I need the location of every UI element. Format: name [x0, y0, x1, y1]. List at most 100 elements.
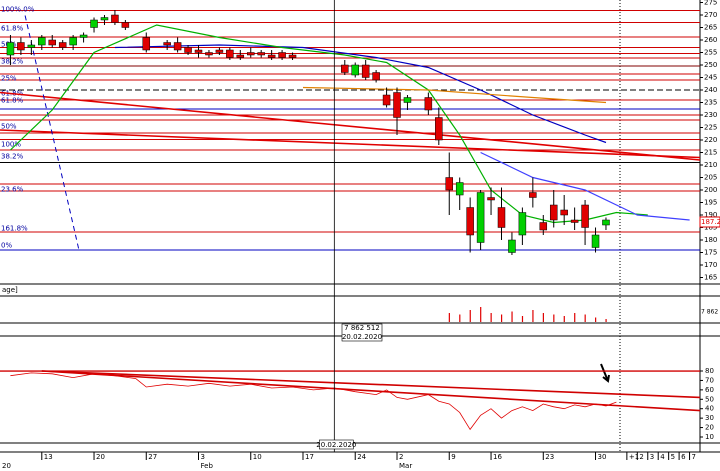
y-tick-label: 230 — [704, 111, 717, 119]
candle-body — [111, 14, 119, 23]
candle-body — [403, 97, 412, 103]
fib-label: 100% — [1, 141, 21, 149]
y-tick-label: 260 — [704, 36, 717, 44]
volume-bar — [553, 314, 555, 322]
x-tick-label: 24 — [357, 453, 366, 461]
candle-body — [476, 192, 485, 243]
fib-label: 61.8% — [1, 25, 24, 33]
x-tick-label: 6 — [681, 453, 686, 461]
candle-body — [361, 64, 370, 78]
crosshair-date-box — [319, 439, 354, 450]
fib-label: 0% — [1, 242, 12, 250]
candle-body — [17, 42, 25, 51]
moving-average — [302, 86, 607, 104]
candle-body — [236, 54, 245, 58]
candle-body — [570, 219, 579, 223]
moving-average — [9, 24, 648, 224]
moving-average — [114, 44, 607, 144]
y-tick-label: 180 — [704, 236, 717, 244]
candle-body — [497, 207, 506, 228]
month-label: Feb — [201, 462, 214, 470]
candle-body — [518, 212, 527, 236]
candle-body — [435, 117, 443, 141]
arrow — [600, 363, 610, 383]
candle-body — [194, 49, 203, 53]
candle-body — [215, 49, 224, 53]
y-tick-label: 200 — [704, 186, 717, 194]
y-tick-label: 170 — [704, 261, 717, 269]
candle-body — [184, 47, 192, 53]
candle-body — [257, 52, 265, 56]
fib-label: 100%.0% — [1, 6, 35, 14]
x-tick-label: 30 — [598, 453, 607, 461]
candle-body — [79, 34, 88, 38]
trendline — [0, 91, 701, 161]
indicator-trendline — [41, 370, 701, 412]
volume-bar — [542, 313, 544, 322]
y-tick-label: 235 — [704, 99, 717, 107]
fib-label: 25% — [1, 75, 17, 83]
indicator-tick-label: 10 — [705, 433, 714, 441]
candle-body — [6, 42, 15, 56]
y-tick-label: 205 — [704, 174, 717, 182]
candle-body — [288, 54, 297, 58]
y-tick-label: 220 — [704, 136, 717, 144]
volume-bar — [500, 314, 503, 322]
volume-bar — [469, 310, 471, 322]
candle-body — [142, 37, 151, 51]
indicator-trendline — [41, 370, 701, 399]
y-tick-label: 255 — [704, 49, 717, 57]
y-tick-label: 225 — [704, 124, 717, 132]
candle-body — [591, 234, 600, 248]
moving-average — [480, 151, 690, 221]
candle-body — [549, 204, 558, 221]
indicator-tick-label: 60 — [705, 386, 714, 394]
candle-body — [205, 52, 213, 56]
volume-bar — [511, 311, 513, 322]
x-tick-label: 4 — [660, 453, 665, 461]
crosshair-box — [341, 323, 383, 342]
y-tick-label: 175 — [704, 249, 717, 257]
candle-body — [69, 37, 77, 46]
candle-body — [529, 192, 537, 198]
volume-bar — [563, 316, 565, 322]
volume-bar — [532, 310, 534, 322]
indicator-tick-label: 70 — [705, 376, 714, 384]
crosshair-axis-date: 20.02.2020 — [316, 441, 356, 449]
candle-body — [602, 219, 610, 226]
candle-body — [226, 49, 234, 58]
fib-label: 23.6% — [1, 186, 24, 194]
y-tick-label: 210 — [704, 161, 717, 169]
y-tick-label: 250 — [704, 61, 717, 69]
fib-label: 50% — [1, 123, 17, 131]
x-tick-label: 5 — [671, 453, 675, 461]
x-tick-label: 2 — [399, 453, 403, 461]
x-tick-label: 10 — [253, 453, 262, 461]
candle-body — [445, 177, 454, 191]
indicator-tick-label: 50 — [705, 395, 714, 403]
crosshair-date: 20.02.2020 — [342, 333, 382, 341]
x-tick-label: 9 — [451, 453, 455, 461]
x-tick-label: 27 — [148, 453, 157, 461]
x-tick-label: 3 — [201, 453, 205, 461]
candle-body — [487, 197, 495, 201]
candle-body — [560, 209, 568, 216]
candle-body — [267, 54, 276, 58]
y-tick-label: 270 — [704, 11, 717, 19]
candle-body — [351, 64, 359, 76]
last-price: 187.2 — [701, 218, 720, 226]
x-tick-label: 7 — [692, 453, 696, 461]
fib-label: 38.2% — [1, 58, 24, 66]
volume-bar — [448, 313, 450, 322]
y-tick-label: 165 — [704, 274, 717, 282]
y-tick-label: 215 — [704, 149, 717, 157]
fib-label: 38.2% — [1, 153, 24, 161]
indicator-tick-label: 30 — [705, 414, 714, 422]
indicator-tick-label: 40 — [705, 405, 714, 413]
candle-body — [246, 52, 255, 56]
volume-bar — [574, 313, 576, 322]
trendline — [24, 15, 80, 253]
candle-body — [466, 207, 474, 236]
